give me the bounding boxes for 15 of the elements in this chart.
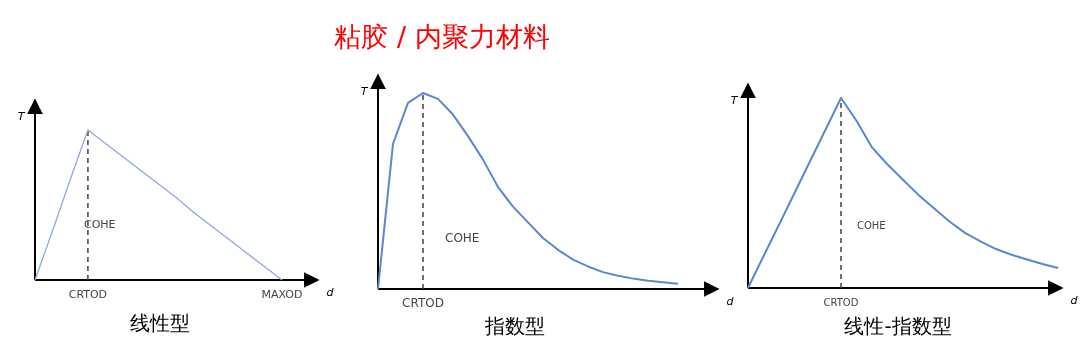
x-axis-title: d bbox=[726, 295, 735, 308]
text: 线性-指数型 bbox=[844, 314, 952, 338]
annotation: COHE bbox=[84, 218, 116, 231]
x-tick-label: MAXOD bbox=[261, 288, 303, 301]
text: 线性型 bbox=[130, 311, 190, 335]
annotation: COHE bbox=[445, 231, 480, 245]
text: CRTOD bbox=[823, 297, 859, 308]
y-axis-title: T bbox=[730, 94, 739, 107]
y-axis-title: T bbox=[17, 110, 26, 123]
text: 粘胶 / 内聚力材料 bbox=[334, 21, 550, 52]
x-axis-title: d bbox=[1070, 294, 1079, 307]
x-axis-title: d bbox=[326, 286, 335, 299]
annotation: COHE bbox=[857, 220, 886, 231]
y-axis-title: T bbox=[360, 85, 369, 98]
text: 指数型 bbox=[484, 314, 545, 338]
